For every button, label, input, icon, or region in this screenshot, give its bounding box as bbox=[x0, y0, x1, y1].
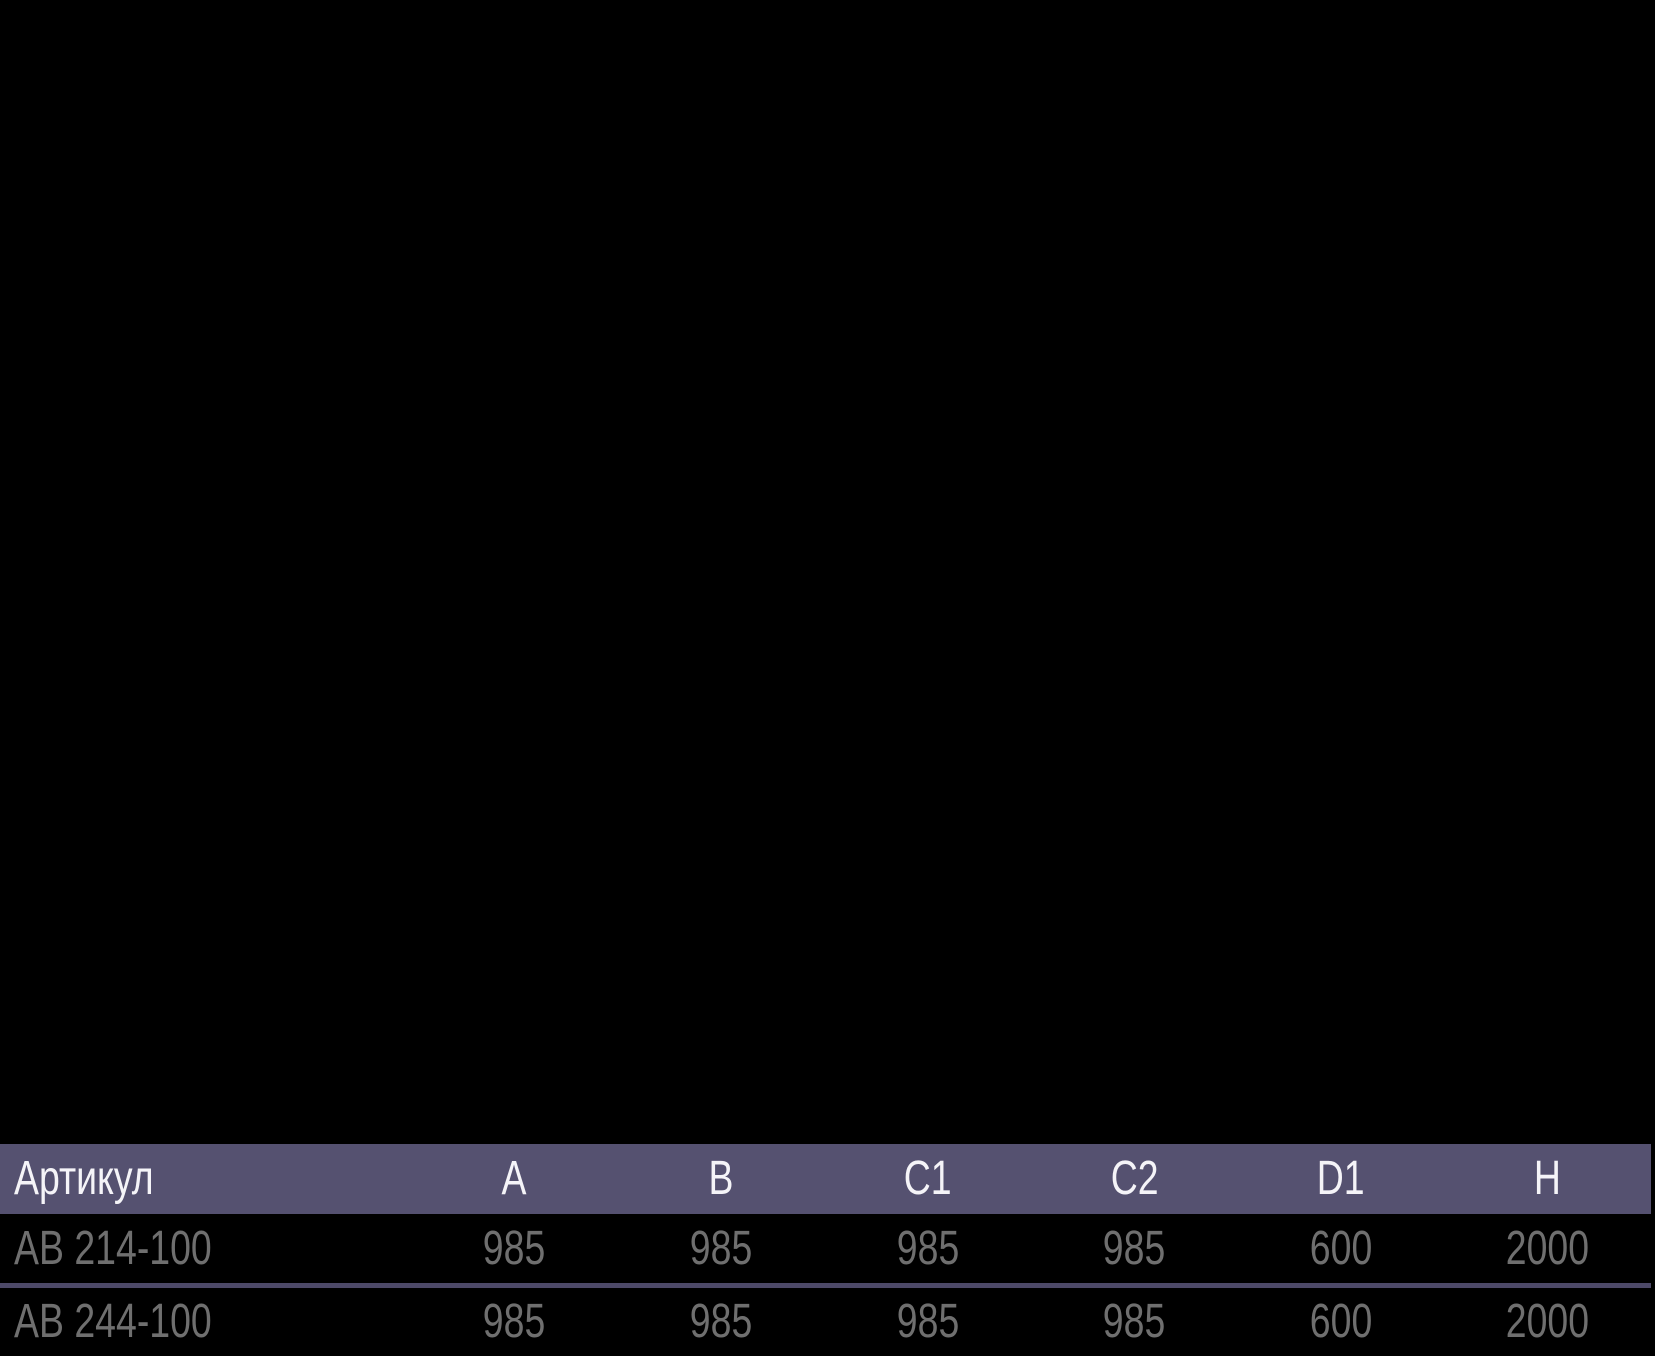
b-value: 985 bbox=[689, 1295, 753, 1348]
cell-d1: 600 bbox=[1238, 1298, 1445, 1346]
header-cell-c2: C2 bbox=[1031, 1155, 1238, 1203]
table-row: АВ 214-100 985 985 985 985 600 2000 bbox=[0, 1214, 1651, 1283]
h-value: 2000 bbox=[1506, 1295, 1590, 1348]
header-label-c1: C1 bbox=[903, 1152, 952, 1205]
header-label-c2: C2 bbox=[1110, 1152, 1159, 1205]
c2-value: 985 bbox=[1103, 1221, 1166, 1275]
table-row: АВ 244-100 985 985 985 985 600 2000 bbox=[0, 1288, 1651, 1356]
header-label-d1: D1 bbox=[1317, 1152, 1365, 1205]
cell-c2: 985 bbox=[1031, 1221, 1238, 1275]
c2-value: 985 bbox=[1103, 1295, 1166, 1348]
a-value: 985 bbox=[483, 1221, 546, 1275]
header-cell-b: B bbox=[618, 1155, 825, 1203]
dimensions-table: Артикул A B C1 C2 D1 H АВ 214-100 985 98… bbox=[0, 1144, 1651, 1356]
d1-value: 600 bbox=[1309, 1295, 1373, 1348]
a-value: 985 bbox=[483, 1295, 546, 1348]
header-cell-h: H bbox=[1444, 1155, 1651, 1203]
h-value: 2000 bbox=[1506, 1221, 1590, 1275]
article-value: АВ 244-100 bbox=[14, 1295, 212, 1348]
header-cell-d1: D1 bbox=[1238, 1155, 1445, 1203]
cell-a: 985 bbox=[411, 1298, 618, 1346]
cell-b: 985 bbox=[618, 1298, 825, 1346]
product-image-blank-area bbox=[0, 0, 1655, 1144]
header-label-article: Артикул bbox=[14, 1152, 154, 1205]
c1-value: 985 bbox=[896, 1295, 959, 1348]
table-header-row: Артикул A B C1 C2 D1 H bbox=[0, 1144, 1651, 1214]
cell-article: АВ 244-100 bbox=[0, 1298, 411, 1346]
cell-c2: 985 bbox=[1031, 1298, 1238, 1346]
cell-h: 2000 bbox=[1444, 1298, 1651, 1346]
header-cell-article: Артикул bbox=[0, 1155, 411, 1203]
cell-h: 2000 bbox=[1444, 1221, 1651, 1275]
d1-value: 600 bbox=[1309, 1221, 1373, 1275]
cell-article: АВ 214-100 bbox=[0, 1221, 411, 1275]
cell-a: 985 bbox=[411, 1221, 618, 1275]
article-value: АВ 214-100 bbox=[14, 1221, 212, 1275]
cell-d1: 600 bbox=[1238, 1221, 1445, 1275]
header-label-h: H bbox=[1534, 1152, 1562, 1205]
header-label-a: A bbox=[501, 1152, 527, 1205]
row-divider bbox=[0, 1283, 1651, 1288]
cell-c1: 985 bbox=[824, 1221, 1031, 1275]
b-value: 985 bbox=[689, 1221, 753, 1275]
header-cell-c1: C1 bbox=[824, 1155, 1031, 1203]
cell-c1: 985 bbox=[824, 1298, 1031, 1346]
cell-b: 985 bbox=[618, 1221, 825, 1275]
c1-value: 985 bbox=[896, 1221, 959, 1275]
header-label-b: B bbox=[708, 1152, 734, 1205]
header-cell-a: A bbox=[411, 1155, 618, 1203]
